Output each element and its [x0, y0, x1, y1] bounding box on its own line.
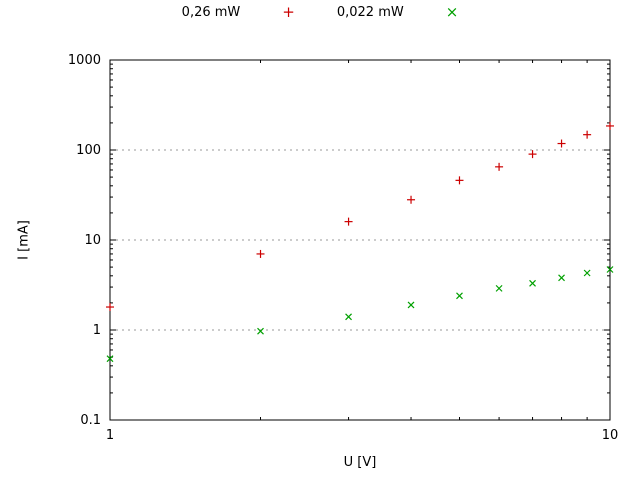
data-point [495, 284, 503, 292]
legend-label-series-1: 0,022 mW [336, 5, 404, 20]
x-tick-label: 1 [106, 428, 114, 443]
gridlines [110, 149, 610, 331]
y-tick-label: 100 [76, 143, 101, 158]
data-point [407, 301, 415, 309]
data-point [345, 313, 352, 321]
data-point [558, 274, 565, 282]
y-tick-label: 1 [93, 323, 101, 338]
plot-border [109, 59, 611, 421]
data-point [529, 279, 536, 287]
x-marker-icon: × [445, 3, 459, 21]
y-axis-label: I [mA] [16, 220, 32, 260]
y-tick-label: 10 [84, 233, 101, 248]
series-points-1 [106, 266, 614, 363]
data-point [456, 292, 463, 300]
y-tick-label: 1000 [68, 53, 101, 68]
x-axis-label: U [V] [343, 455, 377, 470]
series-points-0 [106, 121, 614, 312]
x-tick-label: 10 [602, 428, 619, 443]
axis-ticks [109, 59, 611, 421]
tick-labels: 1 10 0.1 1 10 100 1000 [68, 53, 618, 443]
legend-label-series-0: 0,26 mW [181, 5, 241, 20]
data-point [106, 355, 114, 363]
legend-entry-series-0: 0,26 mW + [181, 3, 295, 21]
plus-marker-icon: + [282, 3, 295, 21]
chart-legend: 0,26 mW + 0,022 mW × [0, 3, 640, 21]
y-tick-label: 0.1 [80, 413, 101, 428]
legend-entry-series-1: 0,022 mW × [336, 3, 459, 21]
data-point [606, 266, 614, 273]
data-point [257, 327, 264, 335]
data-point [583, 269, 591, 277]
